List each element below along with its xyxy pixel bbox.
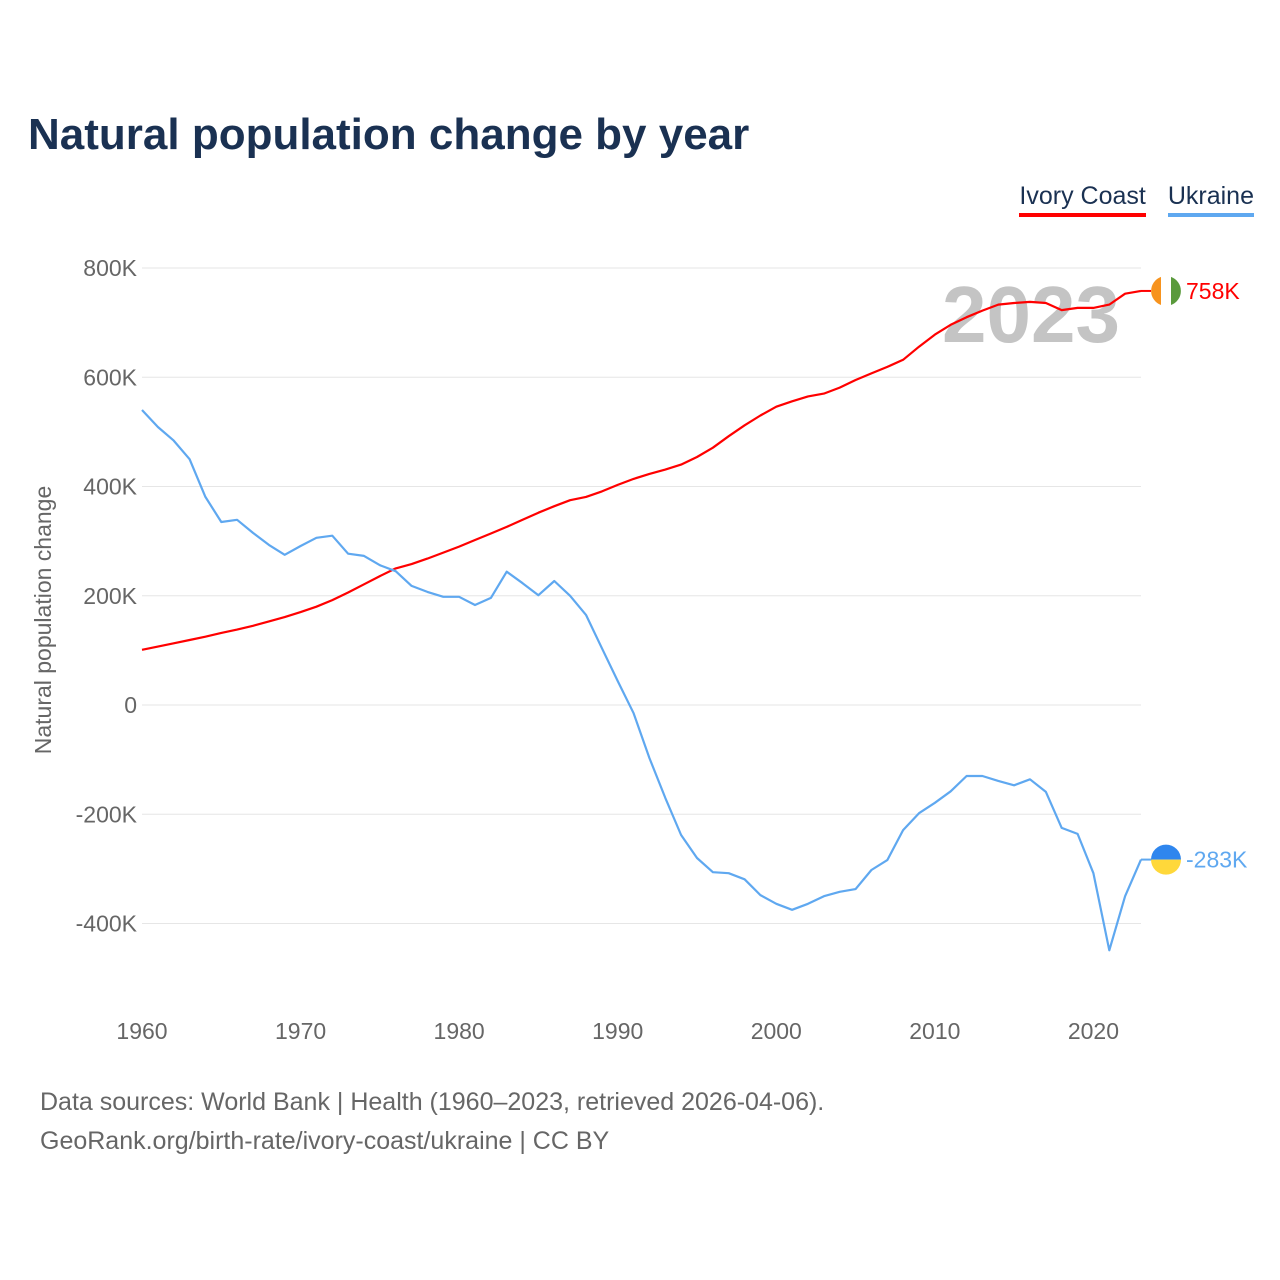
series-line-ivory-coast: [141, 289, 1142, 651]
y-tick-label: 200K: [83, 583, 137, 609]
x-tick-label: 1980: [434, 1018, 485, 1044]
y-tick-label: -200K: [76, 801, 138, 827]
flag-stripe: [1171, 276, 1181, 306]
legend-item-ivory-coast[interactable]: Ivory Coast: [1019, 182, 1146, 217]
legend-item-ukraine[interactable]: Ukraine: [1167, 182, 1254, 217]
x-tick-label: 1960: [116, 1018, 167, 1044]
series-line-ukraine: [141, 409, 1143, 952]
chart-title: Natural population change by year: [28, 110, 750, 159]
y-tick-label: 400K: [83, 474, 137, 500]
legend: Ivory Coast Ukraine: [1019, 182, 1254, 217]
flag-stripe: [1151, 276, 1161, 306]
year-watermark: 2023: [942, 270, 1120, 359]
end-value-label: 758K: [1186, 278, 1240, 304]
x-tick-label: 2000: [751, 1018, 802, 1044]
footer-link[interactable]: GeoRank.org/birth-rate/ivory-coast/ukrai…: [40, 1127, 610, 1155]
footer-sources: Data sources: World Bank | Health (1960–…: [40, 1088, 825, 1116]
y-axis-label: Natural population change: [30, 486, 56, 755]
x-tick-label: 1990: [592, 1018, 643, 1044]
y-tick-label: 800K: [83, 255, 137, 281]
end-value-label: -283K: [1186, 847, 1248, 873]
y-tick-label: -400K: [76, 911, 138, 937]
y-tick-label: 0: [124, 692, 137, 718]
x-tick-label: 2020: [1068, 1018, 1119, 1044]
flag-stripe: [1151, 859, 1181, 875]
x-tick-label: 2010: [909, 1018, 960, 1044]
flag-ukraine-icon: [1151, 844, 1181, 860]
y-tick-label: 600K: [83, 364, 137, 390]
x-tick-label: 1970: [275, 1018, 326, 1044]
